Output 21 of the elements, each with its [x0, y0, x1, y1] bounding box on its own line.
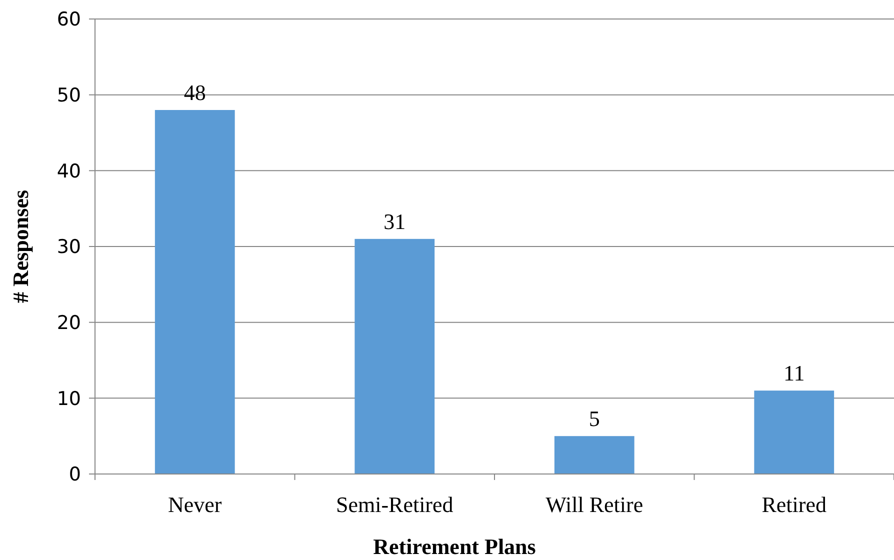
bar	[154, 110, 235, 474]
y-tick-label: 40	[56, 160, 81, 182]
x-tick-label: Never	[168, 492, 222, 517]
bar	[354, 238, 435, 474]
x-tick-label: Will Retire	[546, 492, 644, 517]
y-tick-label: 20	[56, 312, 81, 334]
bar	[554, 436, 634, 474]
y-tick-label: 60	[56, 8, 81, 31]
bar	[754, 390, 834, 474]
x-tick-label: Semi-Retired	[336, 492, 454, 517]
x-axis-title: Retirement Plans	[373, 534, 536, 559]
y-tick-label: 0	[68, 464, 81, 486]
y-tick-label: 30	[56, 236, 81, 258]
y-tick-label: 50	[56, 84, 81, 106]
data-label: 11	[784, 360, 805, 386]
data-label: 48	[184, 80, 206, 105]
y-tick-label: 10	[56, 388, 81, 410]
y-axis-title: # Responses	[8, 190, 33, 304]
x-tick-label: Retired	[762, 492, 827, 517]
data-label: 31	[384, 208, 406, 234]
data-label: 5	[588, 406, 600, 432]
